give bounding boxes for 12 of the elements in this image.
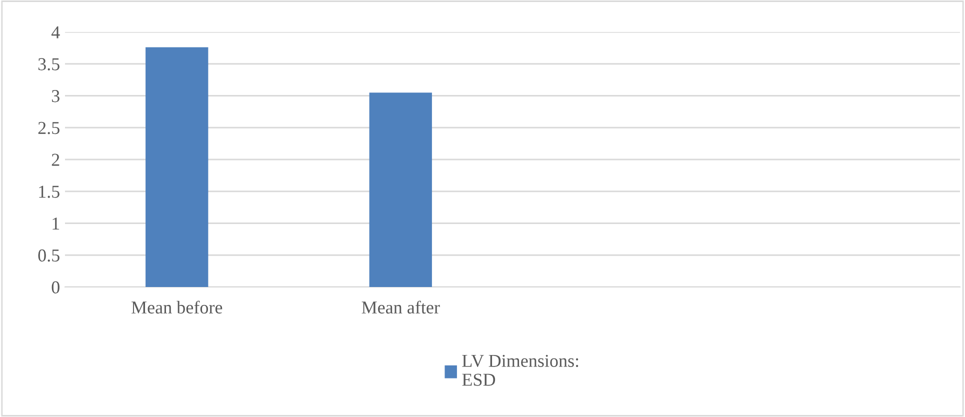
y-tick-label: 1 bbox=[52, 218, 60, 230]
x-tick-label: Mean after bbox=[362, 300, 440, 314]
y-tick-label: 0 bbox=[52, 281, 60, 294]
y-tick-label: 0.5 bbox=[38, 249, 60, 262]
y-tick-label: 3.5 bbox=[38, 58, 60, 70]
y-tick-label: 3 bbox=[52, 90, 60, 102]
y-tick-label: 1.5 bbox=[39, 186, 60, 198]
y-tick-label: 4 bbox=[51, 26, 60, 38]
legend-label: LV Dimensions: ESD bbox=[462, 354, 578, 386]
y-tick-label: 2.5 bbox=[38, 122, 60, 134]
y-tick-label: 2 bbox=[52, 154, 60, 166]
x-tick-label: Mean before bbox=[132, 300, 222, 314]
